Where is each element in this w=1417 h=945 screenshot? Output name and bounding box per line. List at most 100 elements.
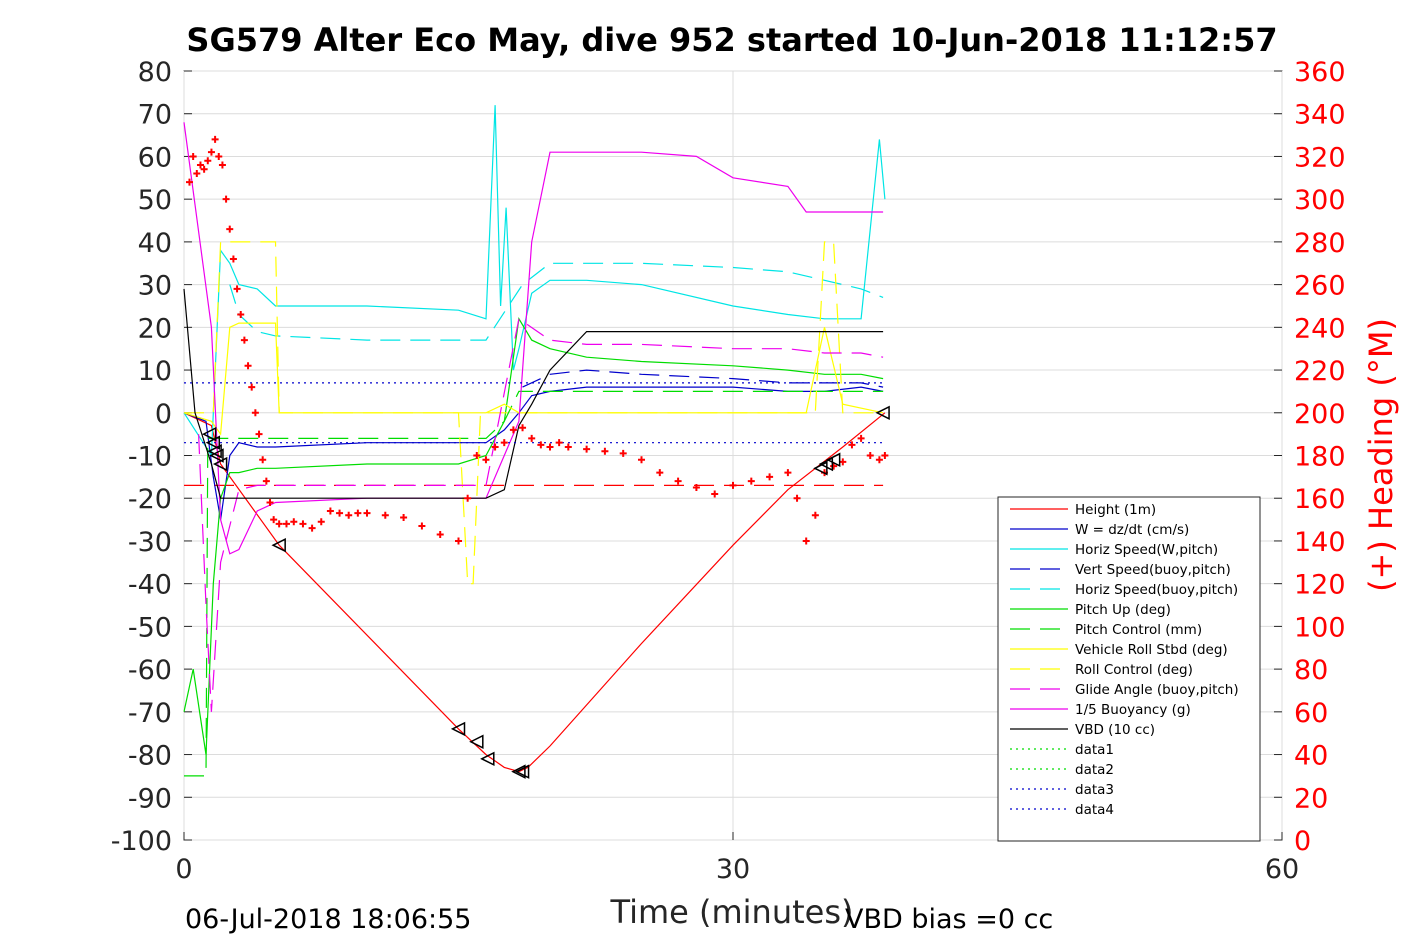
heading-point: [226, 225, 234, 233]
heading-point: [546, 443, 554, 451]
y-right-tick-label: 280: [1294, 228, 1346, 259]
heading-point: [218, 161, 226, 169]
position-marker: [813, 461, 828, 476]
heading-point: [317, 518, 325, 526]
footer-vbd-bias: VBD bias =0 cc: [845, 904, 1053, 935]
position-marker: [271, 538, 286, 553]
heading-point: [784, 469, 792, 477]
heading-point: [345, 511, 353, 519]
y-right-tick-label: 300: [1294, 185, 1346, 216]
heading-point: [381, 511, 389, 519]
y-tick-label: 80: [138, 57, 172, 88]
heading-point: [259, 456, 267, 464]
heading-point: [204, 157, 212, 165]
legend-label: data2: [1075, 762, 1114, 778]
y-tick-label: 70: [138, 100, 172, 131]
heading-point: [491, 443, 499, 451]
y-tick-label: -30: [128, 527, 172, 558]
y-right-tick-label: 80: [1294, 655, 1328, 686]
y-right-tick-label: 100: [1294, 612, 1346, 643]
heading-point: [211, 135, 219, 143]
heading-point: [537, 441, 545, 449]
heading-point: [528, 434, 536, 442]
y-tick-label: 30: [138, 271, 172, 302]
position-marker: [205, 435, 221, 450]
heading-point: [222, 195, 230, 203]
heading-point: [848, 441, 856, 449]
y-right-tick-label: 220: [1294, 356, 1346, 387]
y-tick-label: -70: [128, 698, 172, 729]
heading-point: [875, 456, 883, 464]
y-tick-label: -90: [128, 783, 172, 814]
legend-label: Glide Angle (buoy,pitch): [1075, 682, 1239, 698]
y-tick-label: 40: [138, 228, 172, 259]
heading-point: [830, 462, 838, 470]
y-tick-label: 50: [138, 185, 172, 216]
position-marker: [514, 764, 530, 779]
legend-label: Pitch Up (deg): [1075, 602, 1171, 618]
y-axis-right: 3603403203002802602402202001801601401201…: [1274, 57, 1346, 857]
heading-point: [747, 477, 755, 485]
heading-point: [473, 452, 481, 459]
heading-points: [185, 135, 889, 545]
heading-point: [207, 148, 215, 156]
legend: Height (1m) W = dz/dt (cm/s) Horiz Speed(W…: [997, 496, 1261, 842]
y-right-tick-label: 180: [1294, 442, 1346, 473]
heading-point: [400, 513, 408, 521]
x-tick-label: 0: [175, 854, 192, 885]
position-marker: [450, 721, 466, 737]
legend-label: Horiz Speed(buoy,pitch): [1075, 582, 1238, 598]
heading-point: [418, 522, 426, 530]
series-line-0: [183, 412, 886, 773]
heading-point: [196, 161, 204, 169]
y-right-tick-label: 240: [1294, 313, 1346, 344]
heading-point: [656, 469, 664, 477]
position-marker: [875, 405, 890, 420]
heading-point: [189, 152, 197, 160]
y-tick-label: -80: [128, 741, 172, 772]
heading-point: [583, 445, 591, 453]
y-right-tick-label: 40: [1294, 741, 1328, 772]
heading-point: [802, 537, 810, 545]
heading-point: [270, 516, 278, 524]
heading-point: [290, 518, 298, 526]
legend-label: Height (1m): [1075, 502, 1156, 518]
y-right-tick-label: 20: [1294, 783, 1328, 814]
heading-point: [638, 456, 645, 464]
x-axis: 0 30 60: [175, 832, 1299, 885]
heading-point: [248, 383, 256, 391]
heading-point: [766, 473, 774, 481]
series-line-11: [183, 288, 884, 499]
heading-point: [601, 447, 609, 455]
position-marker: [212, 456, 228, 472]
heading-point: [711, 490, 719, 498]
position-markers: [201, 405, 890, 779]
heading-point: [240, 336, 248, 344]
y-right-tick-label: 360: [1294, 57, 1346, 88]
heading-point: [555, 439, 563, 447]
heading-point: [619, 449, 627, 457]
y-tick-label: 20: [138, 313, 172, 344]
legend-label: 1/5 Buoyancy (g): [1075, 702, 1191, 718]
series-line-5: [183, 317, 884, 755]
heading-point: [363, 509, 371, 517]
y-right-tick-label: 200: [1294, 399, 1346, 430]
heading-point: [455, 537, 462, 545]
heading-point: [811, 511, 819, 519]
y-right-tick-label: 340: [1294, 100, 1346, 131]
y-tick-label: -20: [128, 484, 172, 515]
heading-point: [674, 477, 682, 485]
y-tick-label: -50: [128, 612, 172, 643]
series-lines: [183, 105, 886, 777]
series-line-3: [522, 369, 884, 388]
position-marker: [201, 426, 217, 442]
y-right-tick-label: 120: [1294, 570, 1346, 601]
heading-point: [185, 178, 193, 186]
heading-point: [793, 494, 801, 502]
y-right-tick-label: 160: [1294, 484, 1346, 515]
y-axis-left: 80 70 60 50 40 30 20 10 0 -10 -20 -30 -40 -50 -60 -70 -8…: [111, 57, 192, 857]
heading-point: [251, 409, 259, 417]
heading-point: [509, 426, 517, 434]
legend-label: Horiz Speed(W,pitch): [1075, 542, 1218, 558]
legend-label: VBD (10 cc): [1075, 722, 1155, 738]
